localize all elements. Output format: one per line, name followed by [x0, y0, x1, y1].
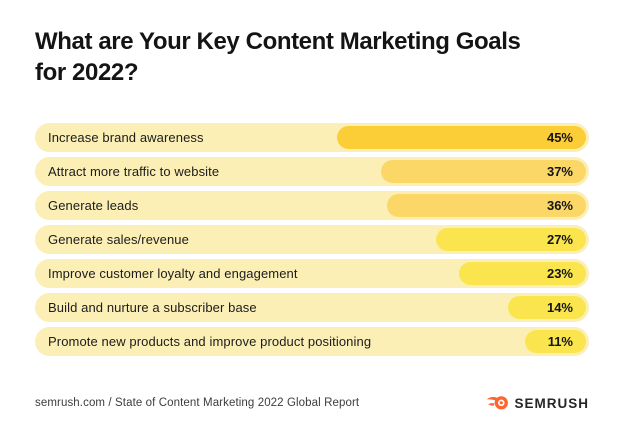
bar-fill: 11% — [525, 330, 586, 353]
chart-title-line2: for 2022? — [35, 59, 139, 86]
semrush-flame-icon — [487, 396, 509, 410]
chart-title: What are Your Key Content Marketing Goal… — [35, 26, 595, 88]
bar-row: Promote new products and improve product… — [35, 327, 589, 356]
bar-category-label: Improve customer loyalty and engagement — [48, 266, 298, 281]
bar-fill: 27% — [436, 228, 586, 251]
bar-row: Generate leads 36% — [35, 191, 589, 220]
bar-row: Increase brand awareness 45% — [35, 123, 589, 152]
semrush-wordmark: SEMRUSH — [514, 395, 589, 411]
bar-category-label: Generate sales/revenue — [48, 232, 189, 247]
bar-row: Improve customer loyalty and engagement 2… — [35, 259, 589, 288]
chart-title-line1: What are Your Key Content Marketing Goal… — [35, 28, 521, 55]
semrush-logo: SEMRUSH — [486, 394, 589, 412]
bar-value-label: 23% — [546, 266, 573, 281]
footer: semrush.com / State of Content Marketing… — [35, 394, 589, 412]
bar-fill: 45% — [336, 126, 586, 149]
bar-fill: 36% — [386, 194, 586, 217]
bar-row: Generate sales/revenue 27% — [35, 225, 589, 254]
bar-fill: 14% — [508, 296, 586, 319]
bar-category-label: Generate leads — [48, 198, 139, 213]
bar-category-label: Build and nurture a subscriber base — [48, 300, 257, 315]
bar-category-label: Attract more traffic to website — [48, 164, 220, 179]
bar-fill: 37% — [381, 160, 586, 183]
bar-value-label: 45% — [546, 130, 573, 145]
bar-category-label: Increase brand awareness — [48, 130, 204, 145]
bar-value-label: 27% — [546, 232, 573, 247]
bar-value-label: 11% — [547, 334, 573, 349]
bar-row: Attract more traffic to website 37% — [35, 157, 589, 186]
bar-value-label: 36% — [546, 198, 573, 213]
bar-rows: Increase brand awareness 45% Attract more … — [35, 123, 589, 361]
source-citation: semrush.com / State of Content Marketing… — [35, 397, 360, 409]
bar-fill: 23% — [458, 262, 586, 285]
bar-value-label: 14% — [546, 300, 573, 315]
bar-category-label: Promote new products and improve product… — [48, 334, 372, 349]
bar-row: Build and nurture a subscriber base 14% — [35, 293, 589, 322]
bar-value-label: 37% — [546, 164, 573, 179]
